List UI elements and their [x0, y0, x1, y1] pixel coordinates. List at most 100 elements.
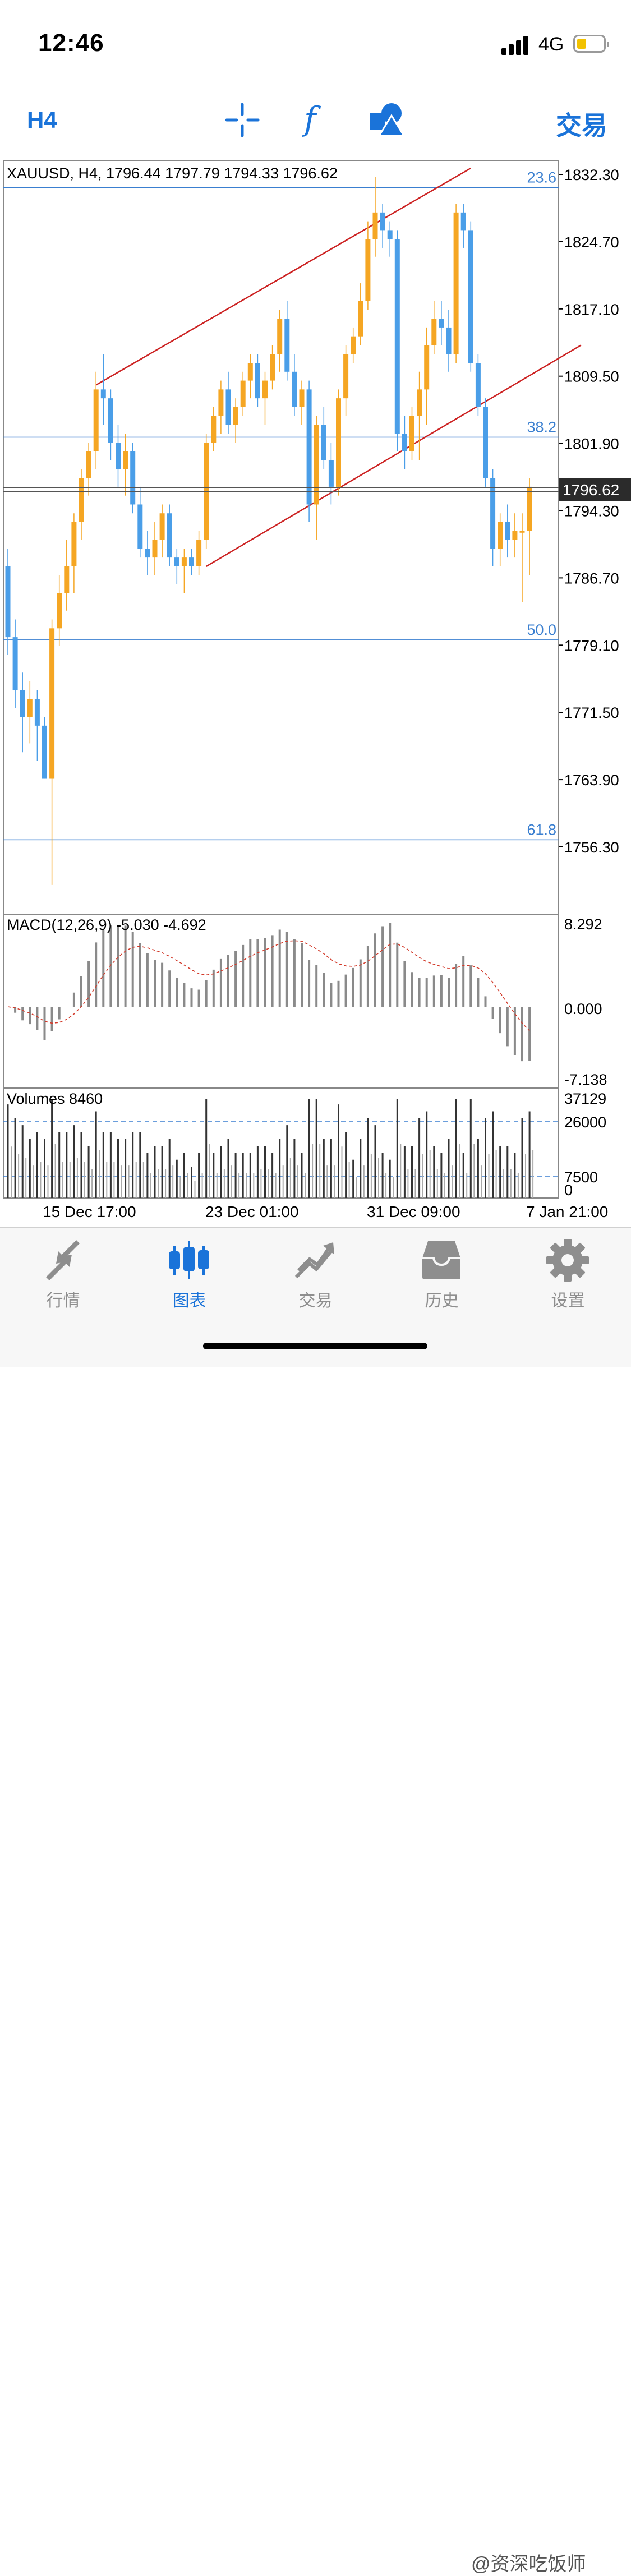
x-label-3: 31 Dec 09:00: [367, 1203, 460, 1220]
candle: [49, 619, 55, 885]
candle: [211, 407, 217, 451]
macd-signal-line: [7, 940, 530, 1031]
candle-body: [431, 319, 437, 345]
candle-body: [167, 513, 172, 558]
candle-body: [475, 363, 481, 407]
tab-label: 历史: [425, 1292, 459, 1310]
chart-frame: [3, 160, 559, 1199]
price-axis: 1832.30 1824.70 1817.10 1809.50 1801.90 1794.…: [559, 167, 619, 856]
candle-body: [277, 319, 283, 354]
candle: [108, 389, 113, 460]
macd-histogram: [14, 923, 531, 1062]
current-price-label: 1796.62: [563, 481, 619, 499]
history-inbox-icon: [422, 1241, 460, 1279]
svg-text:f: f: [302, 101, 321, 137]
price-tick-label: 1794.30: [564, 503, 619, 520]
candle: [460, 204, 466, 248]
trade-trend-icon: [294, 1242, 334, 1279]
chart-title: XAUUSD, H4, 1796.44 1797.79 1794.33 1796…: [7, 165, 338, 182]
chart-canvas[interactable]: 23.638.250.061.8 1832.301824.701817.1018…: [0, 159, 631, 1225]
candle: [137, 486, 143, 558]
candle-body: [5, 566, 11, 638]
price-tick-label: 1824.70: [564, 234, 619, 251]
candle: [262, 371, 268, 425]
candle-body: [137, 504, 143, 549]
candle: [27, 681, 33, 744]
candle-body: [27, 699, 33, 717]
trendline: [95, 167, 471, 386]
macd-label: MACD(12,26,9) -5.030 -4.692: [7, 916, 206, 933]
candle: [247, 354, 253, 399]
candle-body: [351, 336, 356, 354]
candle-body: [460, 212, 466, 231]
candle: [181, 549, 187, 593]
candle-body: [57, 593, 62, 629]
tab-quotes[interactable]: 行情: [0, 1228, 126, 1323]
candle-body: [358, 301, 363, 337]
x-label-2: 23 Dec 01:00: [205, 1203, 299, 1220]
candle: [372, 177, 378, 257]
candle-body: [409, 416, 414, 451]
price-tick-label: 1756.30: [564, 839, 619, 856]
tab-label: 行情: [46, 1292, 80, 1310]
chart-area[interactable]: 23.6 38.2 50.0 61.8 1832.30 1824.70 1817.10 18…: [0, 159, 631, 1225]
tab-history[interactable]: 历史: [379, 1228, 505, 1323]
candle-body: [79, 478, 84, 523]
candle-body: [483, 407, 488, 478]
candle-body: [240, 380, 246, 407]
candle: [336, 389, 341, 496]
candle: [20, 672, 25, 753]
candle-body: [490, 478, 496, 549]
trade-button[interactable]: 交易: [556, 111, 607, 140]
timeframe-button[interactable]: H4: [27, 107, 57, 133]
candle: [152, 522, 158, 575]
candle: [446, 310, 452, 372]
candle-body: [321, 425, 326, 460]
price-tick-label: 1771.50: [564, 704, 619, 721]
candle: [167, 504, 172, 566]
price-tick-label: 1817.10: [564, 301, 619, 318]
candle-body: [365, 239, 371, 301]
candle: [130, 443, 136, 514]
candle-body: [527, 486, 532, 531]
candle-body: [299, 389, 305, 407]
candle-body: [123, 451, 128, 469]
candle: [431, 301, 437, 354]
candle-body: [417, 389, 422, 416]
candle: [358, 283, 363, 345]
candle: [343, 345, 349, 416]
candle: [233, 398, 238, 443]
candle-body: [71, 522, 77, 566]
candle-body: [49, 628, 55, 779]
candle-body: [12, 637, 18, 690]
candle: [225, 371, 231, 434]
candle-body: [343, 354, 349, 399]
candle-body: [247, 363, 253, 381]
candle-body: [130, 451, 136, 505]
candle-body: [512, 531, 518, 540]
candle-body: [394, 239, 400, 434]
candle: [424, 327, 430, 425]
tab-settings[interactable]: 设置: [505, 1228, 631, 1323]
candle-body: [196, 540, 202, 566]
price-tick-label: 1786.70: [564, 570, 619, 587]
candle: [314, 416, 319, 540]
objects-icon[interactable]: [369, 101, 406, 141]
fib-level-label: 50.0: [527, 621, 556, 638]
crosshair-icon[interactable]: [224, 102, 260, 141]
tab-chart[interactable]: 图表: [126, 1228, 252, 1323]
fib-level-label: 23.6: [527, 169, 556, 186]
candle-body: [116, 443, 121, 469]
indicator-f-icon[interactable]: f: [301, 100, 330, 140]
quotes-arrows-icon: [46, 1240, 80, 1280]
candle: [93, 371, 99, 469]
candle-body: [86, 451, 91, 478]
candle-body: [145, 549, 150, 558]
fib-level-label: 61.8: [527, 821, 556, 838]
tab-trade[interactable]: 交易: [252, 1228, 379, 1323]
current-price-line: 1796.62: [3, 478, 631, 501]
candle: [519, 513, 525, 602]
volumes-label: Volumes 8460: [7, 1090, 103, 1107]
candle: [218, 380, 224, 434]
candle-body: [328, 460, 334, 487]
